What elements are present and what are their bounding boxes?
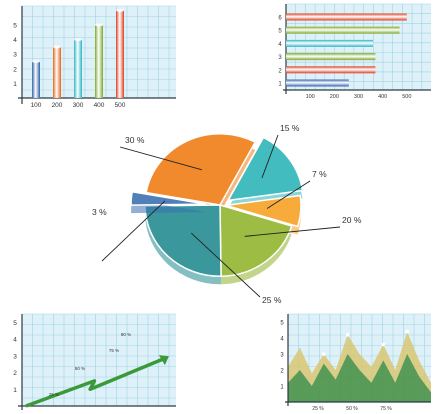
pie-label: 3 % — [92, 207, 107, 217]
y-tick-label: 3 — [13, 52, 17, 59]
y-tick-label: 5 — [280, 321, 284, 327]
y-tick-label: 1 — [13, 387, 17, 394]
vertical-bar-chart: 100 200 300 400 500 1 2 3 4 5 — [13, 5, 176, 109]
y-tick-label: 2 — [280, 369, 284, 375]
bar-cap — [116, 8, 124, 12]
leader-line — [266, 180, 311, 209]
bar-cap — [74, 38, 82, 42]
bar — [286, 39, 373, 47]
pie-slice-shine — [131, 191, 207, 206]
y-tick-label: 5 — [13, 22, 17, 29]
pie-slice-shine — [225, 195, 301, 227]
bar — [53, 46, 61, 98]
leader-line — [261, 134, 279, 179]
plot-background — [22, 314, 176, 406]
pie-label: 15 % — [280, 123, 300, 133]
x-tick-label: 500 — [402, 94, 411, 100]
bar — [286, 79, 349, 87]
x-tick-label: 75 % — [380, 406, 392, 412]
peak-marker — [381, 342, 386, 347]
y-tick-label: 2 — [13, 370, 17, 377]
leader-line — [119, 146, 203, 171]
x-tick-label: 100 — [306, 94, 315, 100]
y-tick-label: 4 — [13, 37, 17, 44]
x-tick-label: 25 % — [312, 406, 324, 412]
y-tick-label: 2 — [278, 68, 282, 74]
y-tick-label: 4 — [13, 337, 17, 344]
pie-label: 20 % — [342, 215, 362, 225]
peak-marker — [405, 329, 409, 334]
leader-line — [190, 232, 261, 298]
bar — [286, 66, 376, 74]
x-tick-label: 300 — [73, 102, 84, 109]
x-tick-label: 500 — [115, 102, 126, 109]
bar — [286, 13, 407, 21]
y-tick-label: 1 — [280, 385, 284, 391]
pie-slice — [144, 204, 222, 277]
pie-chart: 30 % 15 % 7 % 20 % 25 % 3 % — [92, 123, 362, 305]
point-annotation: 75 % — [109, 348, 119, 353]
bar — [286, 26, 400, 34]
leader-line — [101, 200, 166, 262]
y-tick-label: 4 — [280, 337, 284, 343]
y-tick-label: 3 — [280, 353, 284, 359]
bar-cap — [53, 45, 61, 49]
x-tick-label: 400 — [378, 94, 387, 100]
pie-label: 7 % — [312, 169, 327, 179]
y-tick-label: 6 — [278, 16, 282, 22]
pie-label: 25 % — [262, 295, 282, 305]
line-chart: 25 % 50 % 75 % 80 % 1 2 3 4 5 — [13, 313, 176, 410]
point-annotation: 50 % — [75, 366, 85, 371]
x-tick-label: 100 — [31, 102, 42, 109]
point-annotation: 80 % — [121, 332, 131, 337]
pie-label: 30 % — [125, 135, 145, 145]
y-tick-label: 3 — [13, 353, 17, 360]
y-tick-label: 3 — [278, 55, 282, 61]
y-tick-label: 1 — [278, 82, 282, 88]
y-tick-label: 1 — [13, 81, 17, 88]
y-tick-label: 2 — [13, 66, 17, 73]
x-tick-label: 400 — [94, 102, 105, 109]
point-annotation: 25 % — [49, 392, 59, 397]
y-tick-label: 5 — [13, 320, 17, 327]
y-tick-label: 4 — [278, 42, 282, 48]
arrow-head — [158, 355, 169, 366]
area-series — [288, 354, 431, 402]
pie-slice-shine — [145, 205, 222, 277]
leader-line — [244, 226, 341, 237]
y-tick-label: 5 — [278, 29, 282, 35]
peak-marker — [345, 333, 350, 337]
area-chart: 25 % 50 % 75 % 1 2 3 4 5 — [280, 313, 431, 412]
bar — [95, 24, 103, 98]
bar — [286, 53, 376, 61]
bar — [116, 10, 124, 99]
bar — [74, 39, 82, 98]
data-line — [25, 357, 164, 408]
peak-marker — [321, 352, 326, 356]
bar-cap — [32, 59, 40, 63]
pie-slice — [225, 194, 302, 228]
x-tick-label: 200 — [330, 94, 339, 100]
x-tick-label: 50 % — [346, 406, 358, 412]
horizontal-bar-chart: 1 2 3 4 5 6 100 200 300 400 500 — [278, 3, 431, 100]
bar-cap — [95, 23, 103, 27]
bar — [32, 61, 40, 98]
pie-slice-shine — [220, 205, 292, 277]
x-tick-label: 300 — [354, 94, 363, 100]
pie-slice — [130, 190, 207, 206]
x-tick-label: 200 — [52, 102, 63, 109]
